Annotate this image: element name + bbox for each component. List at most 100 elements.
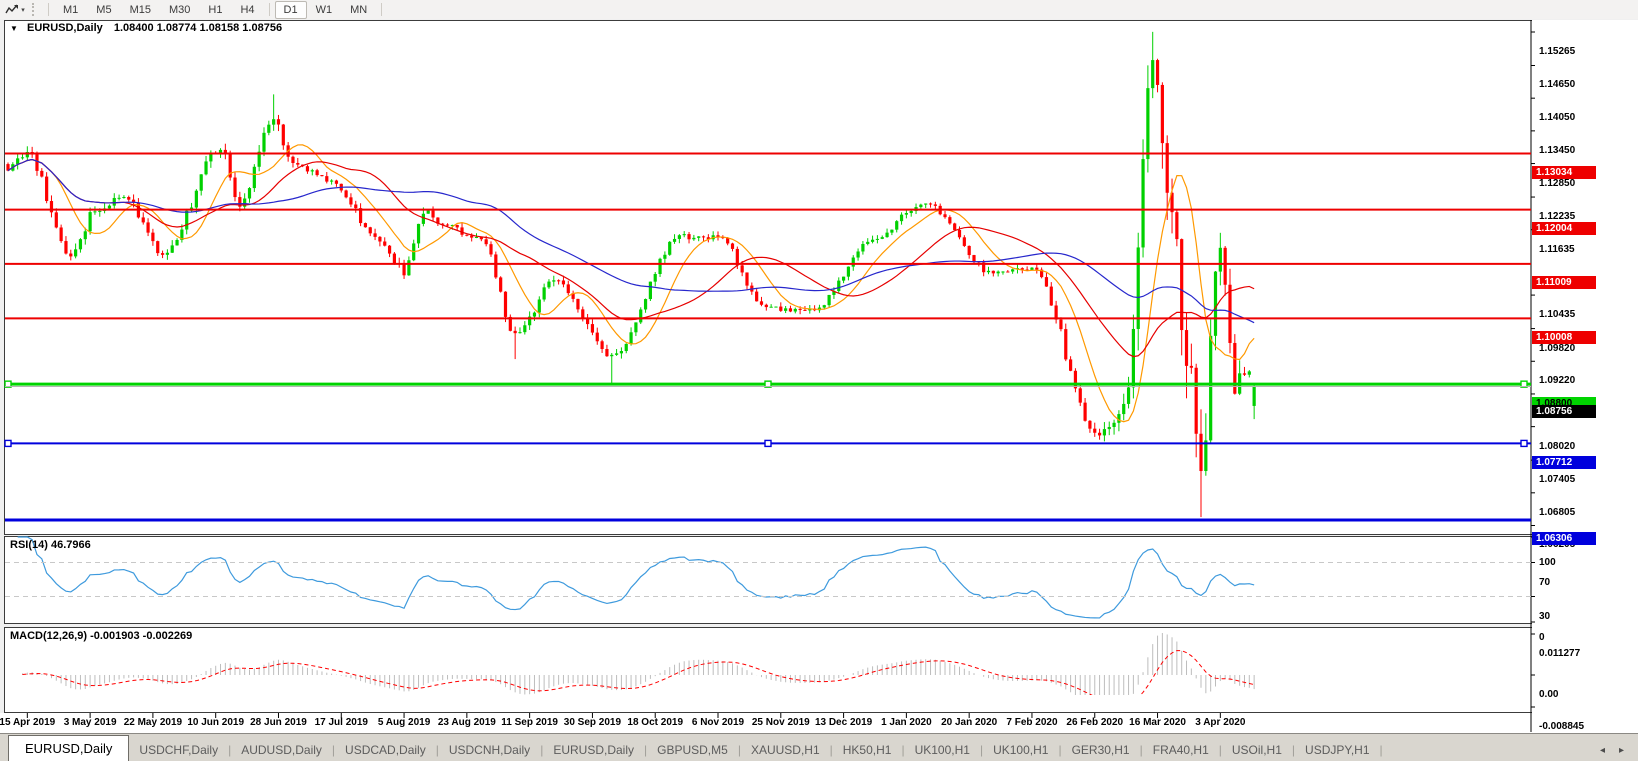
- rsi-axis-label-3: 0: [1539, 632, 1545, 643]
- date-tick-6: 5 Aug 2019: [377, 717, 431, 728]
- tab-scroll-left-icon[interactable]: ◂: [1599, 745, 1605, 756]
- date-tick-1: 3 May 2019: [63, 717, 117, 728]
- price-tick-2: 1.14050: [1539, 112, 1576, 124]
- chart-canvas[interactable]: [0, 19, 1638, 733]
- chart-window: 15 Apr 2019 3 May 2019 22 May 2019 10 Jun 2…: [0, 19, 1638, 733]
- timeframe-button-w1[interactable]: W1: [315, 3, 333, 16]
- chart-menu-caret-icon[interactable]: ▼: [10, 24, 18, 33]
- rsi-axis-label-1: 70: [1539, 576, 1551, 588]
- tab-divider: |: [979, 743, 984, 757]
- timeframe-button-mn[interactable]: MN: [350, 3, 368, 16]
- timeframe-button-h1[interactable]: H1: [208, 3, 223, 16]
- date-tick-9: 30 Sep 2019: [563, 717, 622, 728]
- top-toolbar: ▾ M1 M5 M15 M30 H1 H4 D1 W1 MN: [0, 0, 1638, 20]
- toolbar-separator: [381, 3, 383, 16]
- date-tick-4: 28 Jun 2019: [250, 717, 307, 728]
- macd-axis-label-2: -0.008845: [1539, 721, 1585, 732]
- date-tick-18: 16 Mar 2020: [1129, 717, 1186, 728]
- timeframe-button-h4[interactable]: H4: [240, 3, 255, 16]
- price-axis: [1532, 20, 1638, 713]
- hline-price-label-1[interactable]: 1.12004: [1532, 222, 1596, 236]
- chart-title-symbol: EURUSD,Daily: [26, 22, 103, 34]
- chart-tab-5[interactable]: EURUSD,Daily: [553, 743, 634, 757]
- hline-price-label-5[interactable]: 1.07712: [1532, 455, 1596, 469]
- chart-tab-7[interactable]: XAUUSD,H1: [750, 743, 820, 757]
- tab-divider: |: [331, 743, 336, 757]
- timeframe-button-m30[interactable]: M30: [168, 3, 191, 16]
- timeframe-buttons: M1 M5 M15 M30 H1 H4 D1 W1 MN: [43, 0, 387, 19]
- rsi-axis-label-2: 30: [1539, 610, 1551, 622]
- tab-divider: |: [1218, 743, 1222, 757]
- macd-panel[interactable]: [4, 627, 1534, 713]
- price-panel[interactable]: [4, 20, 1534, 535]
- chart-tab-0[interactable]: EURUSD,Daily: [8, 735, 130, 761]
- toolbar-separator: [48, 3, 49, 16]
- toolbar-grip[interactable]: [32, 3, 39, 16]
- date-tick-2: 22 May 2019: [123, 717, 183, 728]
- price-tick-0: 1.15265: [1539, 46, 1576, 57]
- price-tick-3: 1.13450: [1539, 144, 1576, 156]
- timeframe-button-m5[interactable]: M5: [96, 3, 112, 16]
- tab-scroll-right-icon[interactable]: ▸: [1618, 745, 1624, 756]
- chart-tab-13[interactable]: USOil,H1: [1231, 743, 1282, 757]
- rsi-axis-label-0: 100: [1539, 557, 1556, 568]
- tab-divider: |: [829, 743, 833, 757]
- chart-tab-10[interactable]: UK100,H1: [993, 743, 1049, 757]
- price-tick-4: 1.12850: [1539, 177, 1576, 189]
- hline-price-label-6[interactable]: 1.06306: [1532, 532, 1596, 546]
- tab-divider: |: [737, 743, 741, 757]
- hline-price-label-0[interactable]: 1.13034: [1532, 166, 1596, 180]
- chart-tab-9[interactable]: UK100,H1: [914, 743, 970, 757]
- timeframe-button-m1[interactable]: M1: [63, 3, 79, 16]
- price-tick-11: 1.08020: [1539, 440, 1576, 452]
- tab-divider: |: [1139, 743, 1143, 757]
- price-tick-13: 1.06805: [1539, 506, 1576, 518]
- date-tick-14: 1 Jan 2020: [881, 717, 932, 728]
- chart-tab-8[interactable]: HK50,H1: [842, 743, 892, 757]
- timeframe-button-m15[interactable]: M15: [129, 3, 151, 16]
- chart-tab-4[interactable]: USDCNH,Daily: [448, 743, 531, 757]
- date-tick-12: 25 Nov 2019: [751, 717, 810, 728]
- timeframe-button-d1[interactable]: D1: [274, 0, 307, 19]
- date-tick-16: 7 Feb 2020: [1006, 717, 1058, 728]
- macd-axis-label-1: 0.00: [1539, 689, 1559, 700]
- toolbar-separator: [268, 3, 270, 16]
- tab-divider: |: [1058, 743, 1062, 757]
- chevron-down-icon: ▾: [21, 6, 25, 14]
- chart-tab-2[interactable]: AUDUSD,Daily: [241, 743, 322, 757]
- price-tick-7: 1.10435: [1539, 309, 1576, 321]
- macd-label: MACD(12,26,9) -0.001903 -0.002269: [10, 630, 193, 642]
- chart-tab-3[interactable]: USDCAD,Daily: [345, 743, 426, 757]
- rsi-label: RSI(14) 46.7966: [10, 539, 91, 551]
- tab-scroll-arrows: ◂ ▸: [1600, 745, 1638, 761]
- chart-tab-11[interactable]: GER30,H1: [1071, 743, 1130, 757]
- date-tick-7: 23 Aug 2019: [437, 717, 496, 728]
- indicator-zigzag-icon[interactable]: ▾: [2, 2, 28, 17]
- chart-tab-14[interactable]: USDJPY,H1: [1305, 743, 1370, 757]
- date-tick-17: 26 Feb 2020: [1066, 717, 1124, 728]
- tab-divider: |: [228, 743, 232, 757]
- rsi-panel[interactable]: [4, 536, 1534, 624]
- chart-tabbar: EURUSD,Daily USDCHF,Daily | AUDUSD,Daily | US…: [0, 733, 1638, 761]
- chart-tab-6[interactable]: GBPUSD,M5: [657, 743, 728, 757]
- tab-divider: |: [1291, 743, 1296, 757]
- date-tick-11: 6 Nov 2019: [691, 717, 745, 728]
- chart-title-ohlc: 1.08400 1.08774 1.08158 1.08756: [113, 22, 283, 34]
- price-tick-6: 1.11635: [1539, 243, 1575, 255]
- hline-price-label-2[interactable]: 1.11009: [1532, 276, 1596, 290]
- macd-axis-label-0: 0.011277: [1539, 648, 1581, 659]
- date-tick-5: 17 Jul 2019: [314, 717, 368, 728]
- chart-tab-1[interactable]: USDCHF,Daily: [139, 743, 219, 757]
- date-tick-10: 18 Oct 2019: [627, 717, 684, 728]
- price-tick-8: 1.09820: [1539, 342, 1576, 354]
- tab-divider: |: [901, 743, 905, 757]
- hline-price-label-3[interactable]: 1.10008: [1532, 330, 1596, 344]
- price-tick-5: 1.12235: [1539, 211, 1576, 223]
- date-tick-8: 11 Sep 2019: [501, 717, 558, 728]
- date-tick-19: 3 Apr 2020: [1195, 717, 1246, 728]
- price-tick-12: 1.07405: [1539, 474, 1576, 486]
- tab-divider: |: [540, 743, 544, 757]
- tab-divider: |: [644, 743, 648, 757]
- chart-tab-12[interactable]: FRA40,H1: [1152, 743, 1209, 757]
